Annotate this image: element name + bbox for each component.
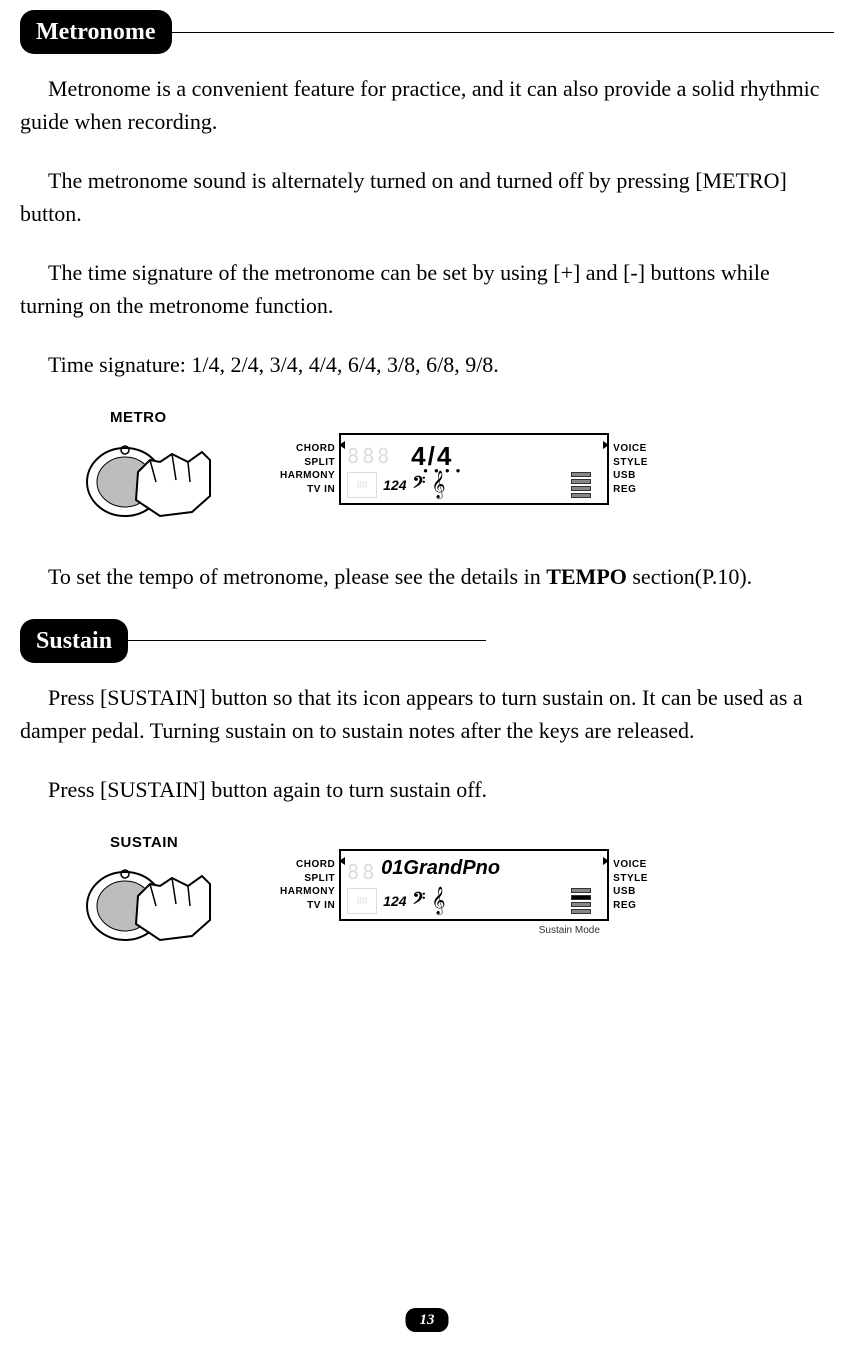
lcd-label-harmony: HARMONY	[280, 885, 335, 899]
lcd-tempo-value: 124	[383, 475, 406, 496]
lcd-label-voice: VOICE	[613, 442, 648, 456]
lcd-label-usb: USB	[613, 469, 648, 483]
lcd-stack-bar	[571, 895, 591, 900]
metro-button-label: METRO	[110, 407, 167, 430]
lcd-label-split: SPLIT	[280, 872, 335, 886]
lcd-label-chord: CHORD	[280, 442, 335, 456]
section-header-metronome: Metronome	[20, 10, 834, 54]
lcd-mode-stack	[571, 888, 591, 914]
metronome-paragraph-2: The metronome sound is alternately turne…	[20, 164, 834, 230]
lcd-label-tvin: TV IN	[280, 899, 335, 913]
lcd-ghost-box: 88	[347, 888, 377, 914]
section-title-pill: Sustain	[20, 619, 128, 663]
lcd-ghost-box: 88	[347, 472, 377, 498]
sustain-lcd-screen: 88 01GrandPno 88 124 𝄢 𝄞	[339, 849, 609, 921]
lcd-label-split: SPLIT	[280, 456, 335, 470]
lcd-tempo-value: 124	[383, 891, 406, 912]
tempo-note-suffix: section(P.10).	[627, 564, 752, 589]
lcd-label-voice: VOICE	[613, 858, 648, 872]
lcd-lower-row: 88 124 𝄢 𝄞	[347, 885, 601, 917]
bass-clef-icon: 𝄢	[413, 886, 426, 916]
lcd-left-labels: CHORD SPLIT HARMONY TV IN	[280, 442, 335, 496]
section-divider	[170, 32, 834, 33]
lcd-ghost-digits: 88	[347, 857, 377, 887]
lcd-label-reg: REG	[613, 483, 648, 497]
sustain-mode-caption: Sustain Mode	[280, 923, 600, 938]
lcd-stack-bar	[571, 493, 591, 498]
lcd-pointer-icon	[603, 441, 609, 449]
metronome-lcd-wrap: CHORD SPLIT HARMONY TV IN 888 4/4 ● ● ● …	[280, 433, 648, 505]
lcd-label-reg: REG	[613, 899, 648, 913]
metronome-diagram-row: METRO CHORD SPLIT HARMONY TV IN 888 4/4 …	[80, 407, 834, 532]
lcd-ghost-digits: 888	[347, 441, 392, 471]
tempo-note-bold: TEMPO	[546, 564, 627, 589]
lcd-right-labels: VOICE STYLE USB REG	[613, 442, 648, 496]
metro-button-diagram: METRO	[80, 407, 220, 532]
sustain-button-label: SUSTAIN	[110, 832, 178, 855]
lcd-label-style: STYLE	[613, 456, 648, 470]
metronome-tempo-note: To set the tempo of metronome, please se…	[20, 560, 834, 593]
lcd-label-harmony: HARMONY	[280, 469, 335, 483]
lcd-right-labels: VOICE STYLE USB REG	[613, 858, 648, 912]
bass-clef-icon: 𝄢	[413, 470, 426, 500]
section-divider	[126, 640, 486, 641]
sustain-lcd-wrap: CHORD SPLIT HARMONY TV IN 88 01GrandPno …	[280, 849, 648, 921]
sustain-lcd-container: CHORD SPLIT HARMONY TV IN 88 01GrandPno …	[280, 849, 648, 938]
lcd-label-tvin: TV IN	[280, 483, 335, 497]
page-number: 13	[406, 1308, 449, 1333]
lcd-lower-row: 88 124 𝄢 𝄞	[347, 469, 601, 501]
press-button-icon	[80, 856, 220, 956]
lcd-pointer-icon	[339, 441, 345, 449]
lcd-stack-bar	[571, 479, 591, 484]
sustain-diagram-row: SUSTAIN CHORD SPLIT HARMONY TV IN 88 01G…	[80, 832, 834, 957]
lcd-stack-bar	[571, 486, 591, 491]
press-button-icon	[80, 432, 220, 532]
metronome-lcd-screen: 888 4/4 ● ● ● ● 88 124 𝄢 𝄞	[339, 433, 609, 505]
lcd-mode-stack	[571, 472, 591, 498]
lcd-voice-name: 01GrandPno	[381, 853, 500, 883]
lcd-label-chord: CHORD	[280, 858, 335, 872]
treble-clef-icon: 𝄞	[431, 883, 445, 919]
treble-clef-icon: 𝄞	[431, 467, 445, 503]
lcd-stack-bar	[571, 888, 591, 893]
metronome-paragraph-3: The time signature of the metronome can …	[20, 256, 834, 322]
sustain-button-diagram: SUSTAIN	[80, 832, 220, 957]
metronome-paragraph-4: Time signature: 1/4, 2/4, 3/4, 4/4, 6/4,…	[20, 348, 834, 381]
lcd-pointer-icon	[339, 857, 345, 865]
lcd-pointer-icon	[603, 857, 609, 865]
section-header-sustain: Sustain	[20, 619, 834, 663]
sustain-paragraph-1: Press [SUSTAIN] button so that its icon …	[20, 681, 834, 747]
tempo-note-prefix: To set the tempo of metronome, please se…	[48, 564, 546, 589]
metronome-paragraph-1: Metronome is a convenient feature for pr…	[20, 72, 834, 138]
lcd-stack-bar	[571, 472, 591, 477]
lcd-stack-bar	[571, 909, 591, 914]
lcd-stack-bar	[571, 902, 591, 907]
lcd-label-style: STYLE	[613, 872, 648, 886]
lcd-left-labels: CHORD SPLIT HARMONY TV IN	[280, 858, 335, 912]
sustain-paragraph-2: Press [SUSTAIN] button again to turn sus…	[20, 773, 834, 806]
lcd-label-usb: USB	[613, 885, 648, 899]
section-title-pill: Metronome	[20, 10, 172, 54]
